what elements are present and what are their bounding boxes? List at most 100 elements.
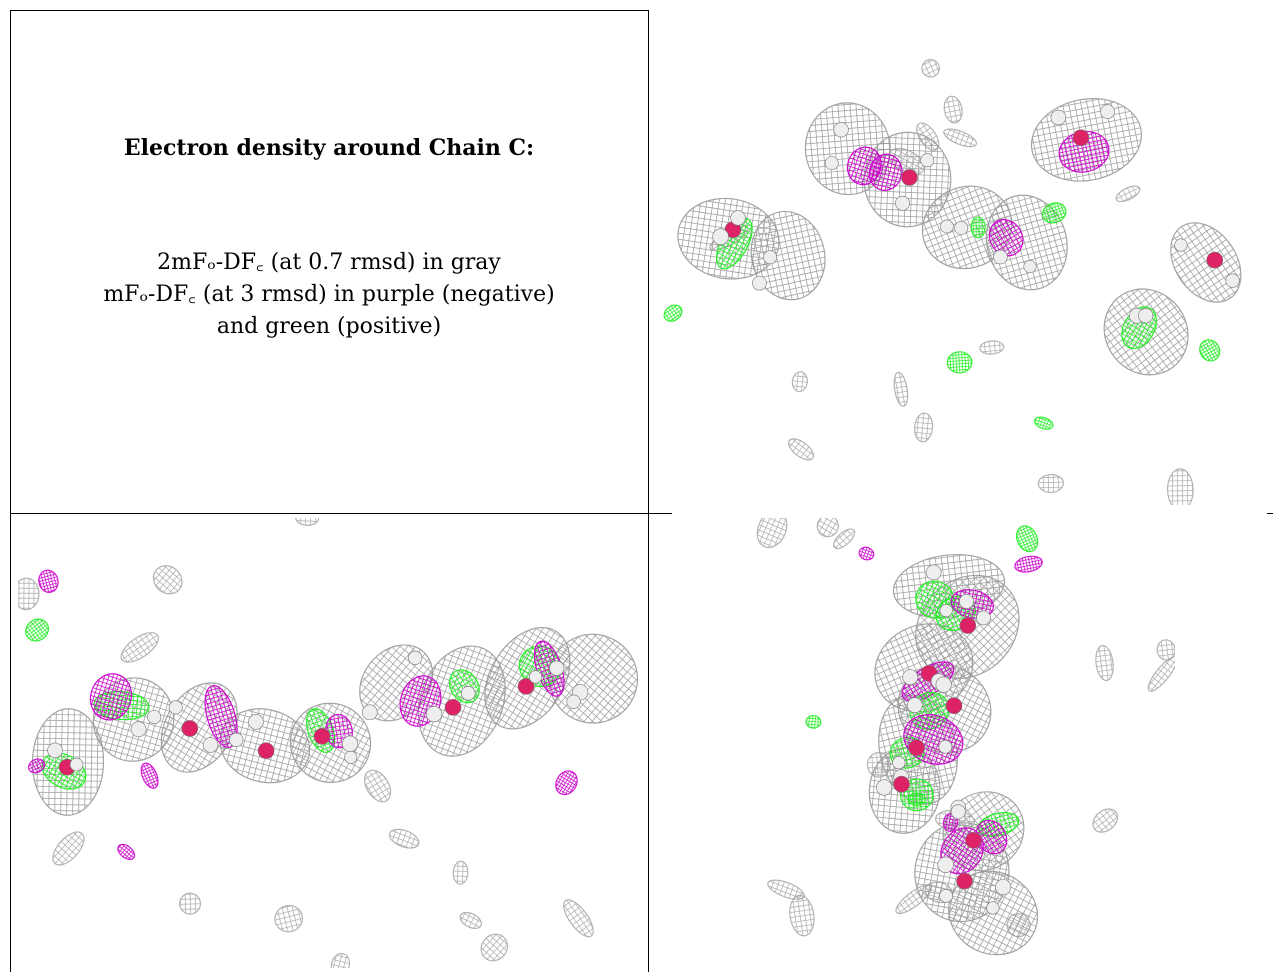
- atom-sphere: [824, 156, 839, 171]
- density-mesh-blob: [295, 518, 320, 526]
- table-middle-rule: [10, 513, 648, 514]
- atom-sphere: [202, 737, 219, 753]
- atom-sphere: [528, 670, 543, 684]
- caption-line-gray: 2mFₒ-DF꜀ (at 0.7 rmsd) in gray: [157, 250, 501, 275]
- density-mesh-blob: [452, 860, 469, 885]
- density-mesh-blob: [363, 769, 392, 803]
- atom-sphere: [995, 879, 1012, 896]
- density-mesh-blob: [970, 216, 986, 239]
- atom-sphere: [361, 704, 378, 721]
- density-mesh-blob: [816, 518, 839, 538]
- atom-sphere: [130, 721, 147, 738]
- atom-sphere: [566, 694, 581, 709]
- density-mesh-blob: [1115, 185, 1141, 203]
- atom-sphere: [937, 856, 954, 874]
- density-mesh-blob: [289, 702, 372, 783]
- density-mesh-blob: [1058, 130, 1110, 173]
- density-mesh-blob: [988, 219, 1024, 257]
- density-mesh-blob: [663, 304, 683, 322]
- atom-sphere: [833, 122, 849, 138]
- atom-sphere: [1206, 251, 1224, 269]
- density-mesh-blob: [152, 565, 183, 595]
- atom-sphere: [940, 219, 954, 234]
- table-middle-border: [648, 10, 649, 972]
- table-left-border: [10, 10, 11, 972]
- density-mesh-blob: [1030, 98, 1143, 182]
- density-mesh-blob: [330, 952, 351, 968]
- density-mesh-blob: [1033, 416, 1054, 430]
- density-mesh-blob: [38, 569, 59, 593]
- atom-sphere: [1100, 104, 1115, 119]
- caption-body: 2mFₒ-DF꜀ (at 0.7 rmsd) in gray mFₒ-DF꜀ (…: [10, 247, 648, 343]
- atom-sphere: [730, 210, 746, 226]
- atom-sphere: [408, 650, 423, 665]
- density-mesh-blob: [388, 828, 420, 849]
- atom-sphere: [986, 901, 1000, 915]
- table-top-border: [10, 10, 648, 11]
- atom-sphere: [517, 678, 535, 695]
- atom-sphere: [901, 169, 918, 186]
- atom-sphere: [1138, 308, 1154, 324]
- caption-title: Electron density around Chain C:: [123, 135, 535, 161]
- density-mesh-blob: [18, 577, 40, 611]
- atom-sphere: [938, 739, 953, 754]
- density-mesh-blob: [985, 194, 1068, 291]
- density-mesh-blob: [25, 618, 50, 642]
- density-mesh-blob: [274, 904, 304, 933]
- density-mesh-blob: [715, 217, 753, 270]
- atom-sphere: [950, 804, 966, 820]
- atom-sphere: [893, 775, 910, 793]
- atom-sphere: [925, 564, 942, 581]
- electron-density-mesh-icon: [663, 59, 1242, 505]
- density-mesh-blob: [1014, 555, 1043, 573]
- density-mesh-blob: [756, 518, 788, 549]
- density-mesh-blob: [1103, 288, 1189, 376]
- density-mesh-blob: [858, 546, 875, 561]
- atom-sphere: [341, 735, 359, 752]
- density-mesh-blob: [791, 371, 808, 393]
- electron-density-mesh-icon: [18, 518, 639, 968]
- table-middle-rule-tick: [648, 513, 672, 514]
- density-mesh-blob: [788, 438, 815, 461]
- atom-sphere: [1050, 109, 1067, 126]
- density-mesh-blob: [750, 210, 826, 301]
- atom-sphere: [69, 757, 84, 772]
- density-mesh-blob: [555, 770, 578, 796]
- atom-sphere: [344, 750, 358, 764]
- atom-sphere: [907, 697, 923, 713]
- electron-density-mesh-icon: [756, 518, 1175, 956]
- atom-sphere: [763, 250, 778, 265]
- atom-sphere: [876, 779, 893, 796]
- atom-sphere: [920, 153, 935, 168]
- density-mesh-blob: [893, 371, 909, 407]
- atom-sphere: [752, 275, 767, 291]
- density-mesh-blob: [767, 879, 805, 900]
- density-mesh-blob: [805, 714, 822, 729]
- atom-sphere: [1225, 273, 1240, 288]
- density-mesh-blob: [943, 128, 978, 148]
- density-mesh-blob: [1015, 525, 1039, 553]
- density-panel-top-right: [655, 25, 1267, 505]
- table-right-rule-tick: [1267, 513, 1273, 514]
- density-mesh-blob: [120, 632, 159, 663]
- atom-sphere: [248, 713, 264, 730]
- density-mesh-blob: [946, 351, 973, 374]
- density-mesh-blob: [140, 762, 159, 789]
- atom-sphere: [168, 700, 183, 715]
- density-mesh-blob: [846, 146, 882, 186]
- density-mesh-blob: [1199, 339, 1221, 362]
- atom-sphere: [939, 889, 953, 903]
- atom-sphere: [939, 604, 953, 618]
- atom-sphere: [902, 669, 919, 686]
- density-mesh-blob: [1092, 808, 1119, 833]
- atom-sphere: [712, 228, 729, 245]
- atom-sphere: [257, 742, 275, 759]
- atom-sphere: [895, 195, 910, 211]
- atom-sphere: [956, 872, 973, 890]
- atom-sphere: [549, 660, 565, 676]
- figure-grid: Electron density around Chain C: 2mFₒ-DF…: [10, 10, 1273, 972]
- atom-sphere: [935, 676, 952, 693]
- atom-sphere: [965, 832, 982, 849]
- caption-line-green: and green (positive): [216, 314, 442, 339]
- density-mesh-blob: [1041, 202, 1067, 224]
